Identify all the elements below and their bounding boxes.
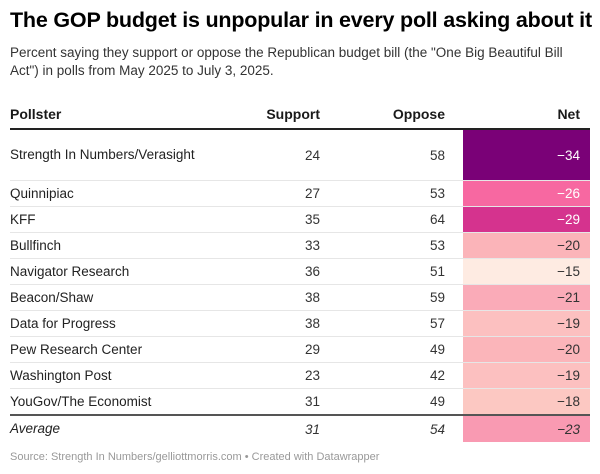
support-cell: 31 [210, 414, 320, 442]
support-cell: 35 [210, 206, 320, 233]
net-cell: −19 [463, 362, 590, 389]
pollster-cell: Bullfinch [10, 232, 210, 259]
net-cell: −19 [463, 310, 590, 337]
pollster-cell: Pew Research Center [10, 336, 210, 363]
oppose-cell: 42 [320, 362, 463, 389]
poll-table: Pollster Support Oppose Net Strength In … [10, 99, 590, 442]
support-cell: 36 [210, 258, 320, 285]
table-row: Washington Post 23 42 −19 [10, 362, 590, 389]
net-cell: −29 [463, 206, 590, 233]
net-cell: −26 [463, 180, 590, 207]
table-row: Bullfinch 33 53 −20 [10, 232, 590, 259]
net-cell: −15 [463, 258, 590, 285]
pollster-cell: YouGov/The Economist [10, 388, 210, 416]
oppose-cell: 49 [320, 388, 463, 416]
oppose-cell: 54 [320, 414, 463, 442]
header-net[interactable]: Net [463, 99, 590, 130]
header-support[interactable]: Support [210, 99, 320, 130]
support-cell: 38 [210, 310, 320, 337]
oppose-cell: 59 [320, 284, 463, 311]
support-cell: 38 [210, 284, 320, 311]
oppose-cell: 51 [320, 258, 463, 285]
oppose-cell: 57 [320, 310, 463, 337]
oppose-cell: 64 [320, 206, 463, 233]
oppose-cell: 53 [320, 180, 463, 207]
support-cell: 27 [210, 180, 320, 207]
pollster-cell: Washington Post [10, 362, 210, 389]
net-cell: −18 [463, 388, 590, 416]
table-row: Navigator Research 36 51 −15 [10, 258, 590, 285]
support-cell: 31 [210, 388, 320, 416]
table-row: Pew Research Center 29 49 −20 [10, 336, 590, 363]
average-row: Average 31 54 −23 [10, 414, 590, 442]
table-row: Beacon/Shaw 38 59 −21 [10, 284, 590, 311]
support-cell: 29 [210, 336, 320, 363]
net-cell: −20 [463, 336, 590, 363]
pollster-cell: Beacon/Shaw [10, 284, 210, 311]
chart-subtitle: Percent saying they support or oppose th… [10, 45, 563, 78]
net-cell: −23 [463, 414, 590, 442]
table-row: KFF 35 64 −29 [10, 206, 590, 233]
chart-title: The GOP budget is unpopular in every pol… [10, 8, 592, 32]
net-cell: −34 [463, 129, 590, 181]
table-row: Data for Progress 38 57 −19 [10, 310, 590, 337]
support-cell: 33 [210, 232, 320, 259]
support-cell: 23 [210, 362, 320, 389]
pollster-cell: Average [10, 414, 210, 442]
support-cell: 24 [210, 129, 320, 181]
pollster-cell: Quinnipiac [10, 180, 210, 207]
header-row: Pollster Support Oppose Net [10, 99, 590, 130]
oppose-cell: 58 [320, 129, 463, 181]
oppose-cell: 53 [320, 232, 463, 259]
oppose-cell: 49 [320, 336, 463, 363]
pollster-cell: Data for Progress [10, 310, 210, 337]
table-row: Quinnipiac 27 53 −26 [10, 180, 590, 207]
net-cell: −21 [463, 284, 590, 311]
pollster-cell: Navigator Research [10, 258, 210, 285]
header-pollster[interactable]: Pollster [10, 99, 210, 130]
table-row: YouGov/The Economist 31 49 −18 [10, 388, 590, 416]
pollster-cell: Strength In Numbers/Verasight [10, 129, 210, 181]
header-oppose[interactable]: Oppose [320, 99, 463, 130]
net-cell: −20 [463, 232, 590, 259]
table-row: Strength In Numbers/Verasight 24 58 −34 [10, 129, 590, 181]
pollster-cell: KFF [10, 206, 210, 233]
source-footer: Source: Strength In Numbers/gelliottmorr… [10, 451, 380, 463]
